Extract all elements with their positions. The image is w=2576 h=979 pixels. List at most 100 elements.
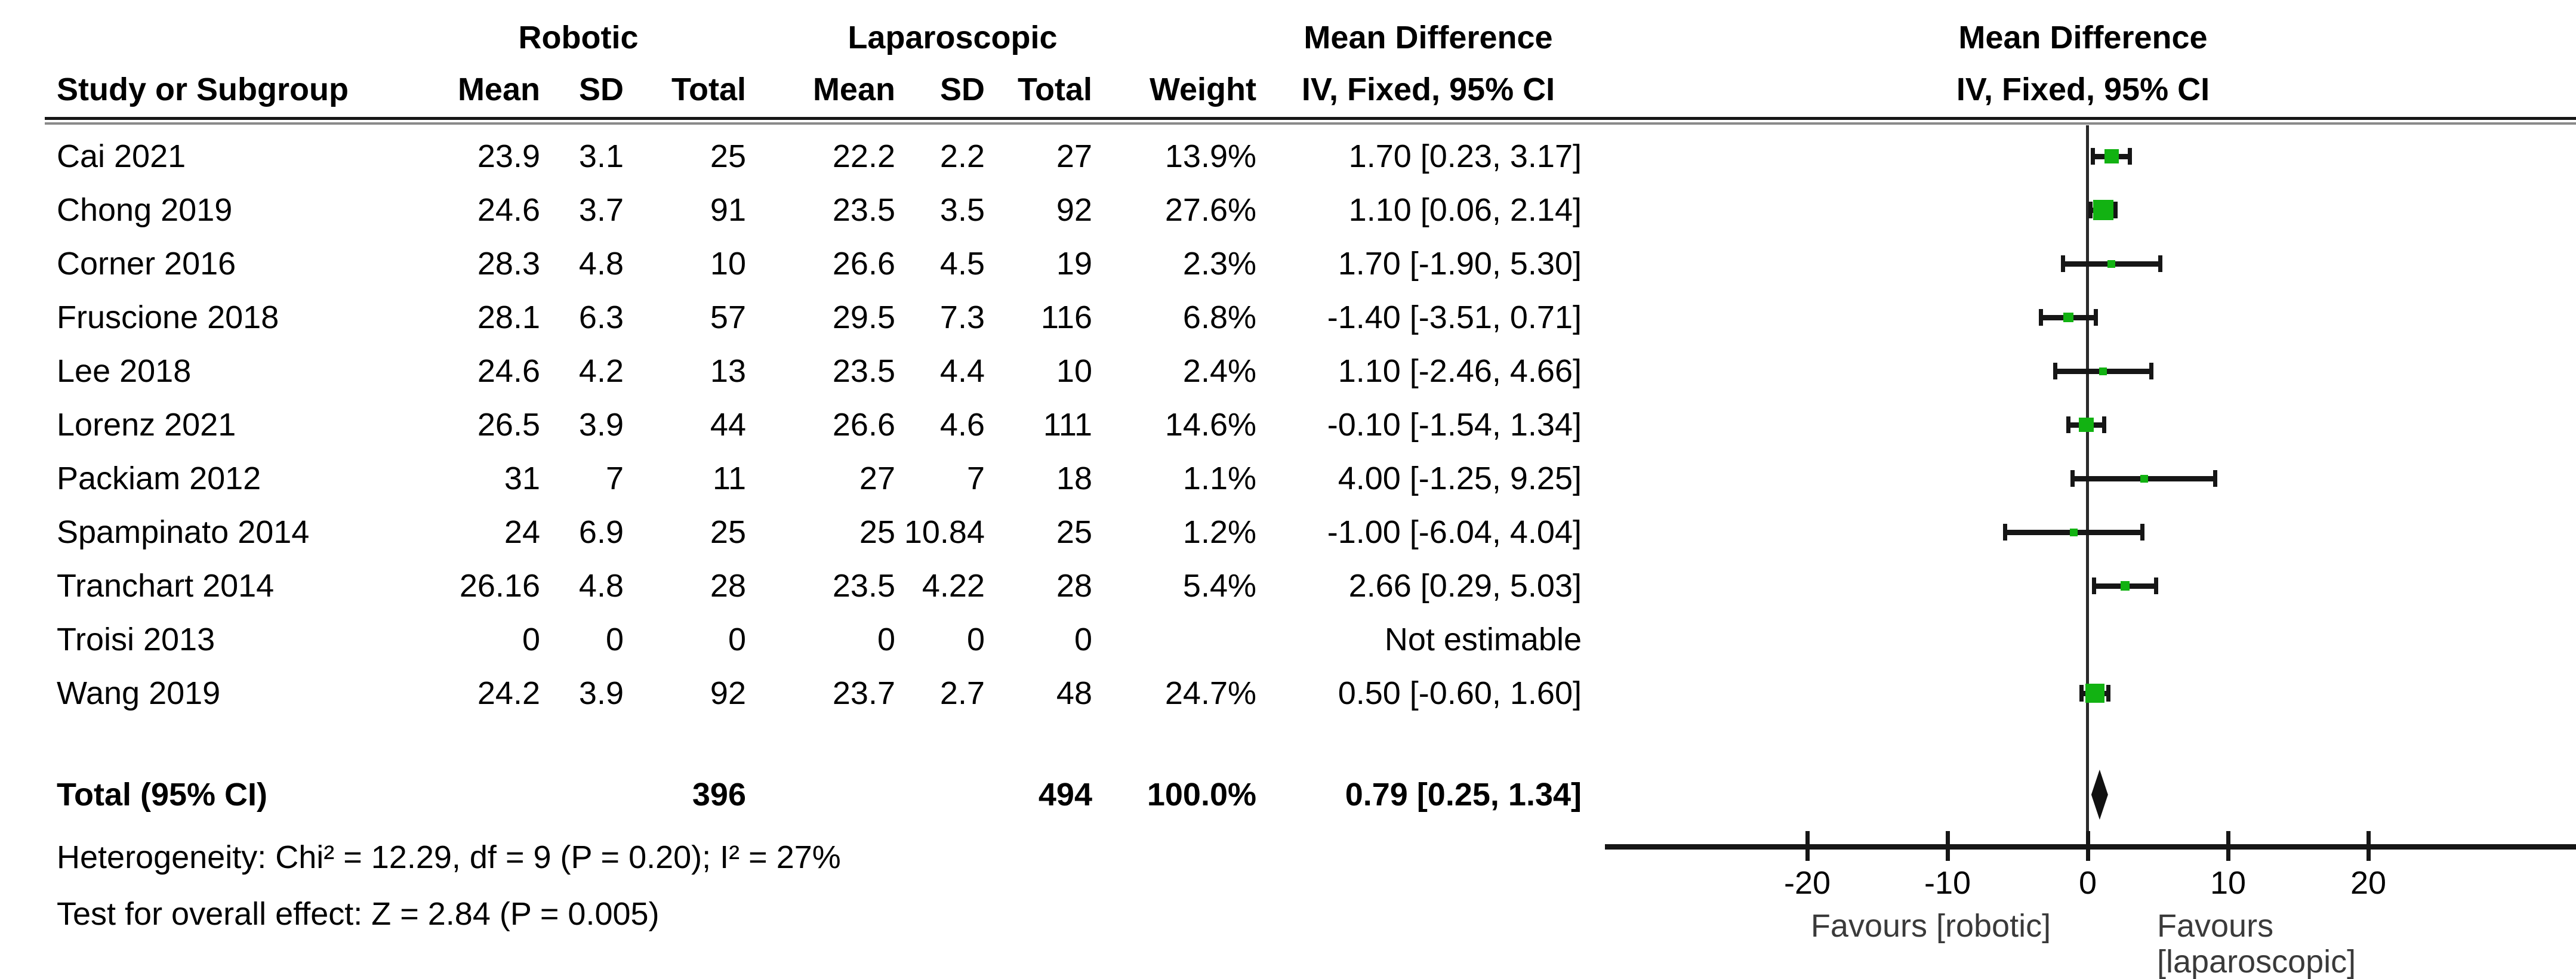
study-row-r_mean: 31 — [504, 461, 540, 496]
ci-cap-left — [2079, 685, 2084, 702]
study-row-weight: 2.4% — [1182, 353, 1256, 389]
study-row-r_mean: 24.2 — [477, 675, 540, 711]
column-header-laparoscopic-group: Laparoscopic — [848, 20, 1058, 55]
x-axis-tick — [2086, 831, 2090, 861]
study-row-r_mean: 23.9 — [477, 138, 540, 174]
study-row-ci_text: -1.00 [-6.04, 4.04] — [1327, 514, 1582, 550]
study-row-r_mean: 28.3 — [477, 246, 540, 282]
study-row-name: Packiam 2012 — [57, 461, 261, 496]
column-header-mean-difference: Mean Difference — [1304, 20, 1553, 55]
study-row-name: Wang 2019 — [57, 675, 221, 711]
study-row-r_mean: 24.6 — [477, 192, 540, 228]
ci-cap-right — [2113, 202, 2118, 218]
study-row-r_mean: 0 — [522, 622, 540, 657]
study-row-r_sd: 6.9 — [578, 514, 624, 550]
study-row-name: Lorenz 2021 — [57, 407, 236, 443]
column-header-iv-fixed-ci: IV, Fixed, 95% CI — [1301, 72, 1555, 107]
x-axis-tick-label: 10 — [2210, 865, 2247, 901]
column-header-weight: Weight — [1150, 72, 1256, 107]
x-axis-line — [1605, 844, 2576, 850]
total-robotic-n: 396 — [692, 777, 746, 813]
header-divider-bottom-line — [45, 122, 2576, 125]
pooled-effect-diamond — [2091, 770, 2108, 820]
effect-square-marker — [2093, 199, 2113, 221]
study-row-r_total: 0 — [728, 622, 746, 657]
study-row-l_total: 111 — [1043, 407, 1092, 443]
effect-square-marker — [2104, 149, 2119, 164]
x-axis-tick-label: 0 — [2078, 865, 2097, 901]
study-row-l_mean: 27 — [859, 461, 895, 496]
study-row-l_total: 19 — [1056, 246, 1092, 282]
study-row-l_mean: 0 — [877, 622, 895, 657]
study-row-l_mean: 23.7 — [832, 675, 895, 711]
effect-square-marker — [2079, 417, 2094, 433]
study-row-r_sd: 6.3 — [578, 299, 624, 335]
study-row-l_sd: 3.5 — [939, 192, 985, 228]
x-axis-tick — [1946, 831, 1950, 861]
study-row-r_mean: 24 — [504, 514, 540, 550]
study-row-l_sd: 4.4 — [939, 353, 985, 389]
ci-cap-left — [2053, 363, 2058, 379]
ci-cap-left — [2091, 148, 2096, 165]
study-row-l_total: 116 — [1040, 299, 1092, 335]
study-row-l_sd: 0 — [966, 622, 985, 657]
study-row-r_total: 28 — [710, 568, 746, 604]
ci-cap-left — [2003, 524, 2008, 541]
ci-cap-left — [2070, 470, 2075, 487]
ci-cap-right — [2106, 685, 2110, 702]
x-axis-tick — [2226, 831, 2230, 861]
study-row-l_mean: 29.5 — [832, 299, 895, 335]
study-row-r_mean: 26.5 — [477, 407, 540, 443]
ci-cap-right — [2093, 309, 2098, 326]
study-row-r_total: 13 — [710, 353, 746, 389]
study-row-ci_text: -0.10 [-1.54, 1.34] — [1327, 407, 1582, 443]
study-row-ci_text: 0.50 [-0.60, 1.60] — [1338, 675, 1582, 711]
study-row-l_total: 25 — [1056, 514, 1092, 550]
column-header-sd-laparoscopic: SD — [939, 72, 985, 107]
study-row-name: Troisi 2013 — [57, 622, 215, 657]
study-row-weight: 13.9% — [1164, 138, 1256, 174]
study-row-weight: 2.3% — [1182, 246, 1256, 282]
ci-cap-left — [2061, 255, 2066, 272]
effect-square-marker — [2063, 312, 2073, 323]
study-row-r_total: 25 — [710, 138, 746, 174]
study-row-r_total: 91 — [710, 192, 746, 228]
header-divider-top-line — [45, 117, 2576, 120]
study-row-name: Tranchart 2014 — [57, 568, 275, 604]
study-row-name: Chong 2019 — [57, 192, 233, 228]
ci-cap-right — [2102, 416, 2107, 433]
study-row-l_total: 0 — [1074, 622, 1092, 657]
heterogeneity-stats: Heterogeneity: Chi² = 12.29, df = 9 (P =… — [57, 839, 841, 875]
study-row-r_sd: 7 — [605, 461, 624, 496]
effect-square-marker — [2120, 581, 2130, 591]
x-axis-tick — [2367, 831, 2371, 861]
study-row-ci_text: 2.66 [0.29, 5.03] — [1348, 568, 1582, 604]
column-header-total-robotic: Total — [671, 72, 746, 107]
x-axis-tick-label: -10 — [1924, 865, 1971, 901]
total-laparoscopic-n: 494 — [1038, 777, 1092, 813]
study-row-l_total: 28 — [1056, 568, 1092, 604]
study-row-r_sd: 4.2 — [578, 353, 624, 389]
column-header-sd-robotic: SD — [578, 72, 624, 107]
study-row-weight: 1.1% — [1182, 461, 1256, 496]
study-row-r_sd: 0 — [605, 622, 624, 657]
ci-cap-left — [2091, 577, 2096, 594]
study-row-ci_text: Not estimable — [1384, 622, 1582, 657]
study-row-name: Lee 2018 — [57, 353, 192, 389]
ci-cap-right — [2140, 524, 2144, 541]
study-row-r_mean: 24.6 — [477, 353, 540, 389]
study-row-l_sd: 4.6 — [939, 407, 985, 443]
study-row-weight: 6.8% — [1182, 299, 1256, 335]
total-row-label: Total (95% CI) — [57, 777, 268, 813]
study-row-r_total: 11 — [712, 461, 746, 496]
study-row-r_sd: 3.9 — [578, 675, 624, 711]
study-row-ci_text: 1.10 [-2.46, 4.66] — [1338, 353, 1582, 389]
ci-cap-right — [2158, 255, 2162, 272]
plot-title-mean-difference: Mean Difference — [1958, 20, 2208, 55]
study-row-l_mean: 22.2 — [832, 138, 895, 174]
study-row-l_sd: 4.22 — [922, 568, 985, 604]
study-row-r_total: 10 — [710, 246, 746, 282]
study-row-r_mean: 26.16 — [459, 568, 540, 604]
study-row-l_sd: 7 — [966, 461, 985, 496]
